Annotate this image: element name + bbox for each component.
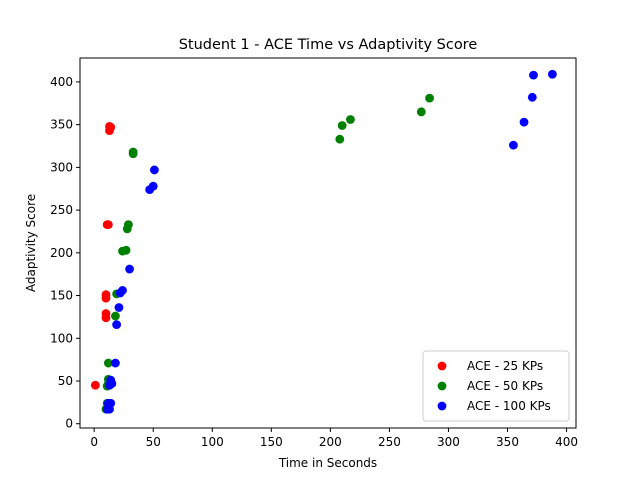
data-point bbox=[114, 303, 124, 312]
data-point bbox=[337, 121, 347, 130]
data-point bbox=[128, 147, 138, 157]
x-tick-label: 300 bbox=[437, 435, 460, 449]
data-point bbox=[346, 115, 355, 124]
legend-marker bbox=[437, 401, 447, 411]
x-tick-label: 350 bbox=[496, 435, 519, 449]
plot-area bbox=[90, 69, 557, 414]
plot-frame bbox=[79, 57, 577, 429]
data-point bbox=[111, 358, 120, 368]
y-tick-label: 0 bbox=[65, 417, 73, 431]
legend-label: ACE - 100 KPs bbox=[467, 399, 551, 413]
data-point bbox=[124, 220, 133, 230]
data-point bbox=[425, 93, 434, 103]
data-point bbox=[125, 264, 134, 274]
legend-label: ACE - 25 KPs bbox=[467, 359, 543, 373]
data-point bbox=[529, 70, 538, 80]
series-3 bbox=[102, 69, 557, 414]
x-tick-label: 150 bbox=[260, 435, 283, 449]
legend-marker bbox=[437, 381, 447, 391]
y-tick-label: 200 bbox=[50, 246, 73, 260]
data-point bbox=[519, 117, 529, 127]
data-point bbox=[106, 375, 116, 385]
legend-box bbox=[422, 350, 570, 422]
data-point bbox=[509, 140, 518, 150]
x-tick-label: 100 bbox=[201, 435, 224, 449]
y-tick-label: 300 bbox=[50, 160, 73, 174]
data-point bbox=[106, 122, 116, 132]
data-point bbox=[527, 92, 537, 102]
data-point bbox=[101, 309, 111, 318]
series-1 bbox=[90, 121, 116, 390]
chart-title: Student 1 - ACE Time vs Adaptivity Score bbox=[179, 37, 478, 53]
y-axis-title: Adaptivity Score bbox=[24, 194, 38, 292]
legend-marker bbox=[437, 361, 447, 371]
y-tick-label: 400 bbox=[50, 75, 73, 89]
data-point bbox=[547, 69, 557, 79]
data-point bbox=[103, 220, 113, 230]
data-point bbox=[101, 290, 111, 300]
x-tick-label: 200 bbox=[319, 435, 342, 449]
y-tick-label: 350 bbox=[50, 118, 73, 132]
data-point bbox=[111, 311, 120, 321]
x-axis-title: Time in Seconds bbox=[278, 456, 377, 470]
y-axis-ticks: 0 50 100 150 200 250 300 350 400 bbox=[50, 75, 80, 431]
x-tick-label: 400 bbox=[555, 435, 578, 449]
data-point bbox=[90, 380, 100, 390]
data-point bbox=[106, 398, 116, 408]
y-tick-label: 250 bbox=[50, 203, 73, 217]
data-point bbox=[148, 181, 158, 191]
x-tick-label: 250 bbox=[378, 435, 401, 449]
x-tick-label: 50 bbox=[146, 435, 161, 449]
data-point bbox=[112, 320, 122, 330]
data-point bbox=[416, 107, 426, 117]
legend-label: ACE - 50 KPs bbox=[467, 379, 543, 393]
data-point bbox=[103, 358, 113, 368]
x-axis-ticks: 0 50 100 150 200 250 300 350 400 bbox=[90, 428, 578, 449]
data-point bbox=[335, 134, 345, 144]
legend: ACE - 25 KPs ACE - 50 KPs ACE - 100 KPs bbox=[422, 350, 570, 422]
y-tick-label: 50 bbox=[58, 374, 73, 388]
data-point bbox=[121, 245, 131, 255]
y-tick-label: 100 bbox=[50, 331, 73, 345]
y-tick-label: 150 bbox=[50, 289, 73, 303]
data-point bbox=[118, 286, 127, 295]
data-point bbox=[150, 165, 159, 175]
x-tick-label: 0 bbox=[90, 435, 98, 449]
